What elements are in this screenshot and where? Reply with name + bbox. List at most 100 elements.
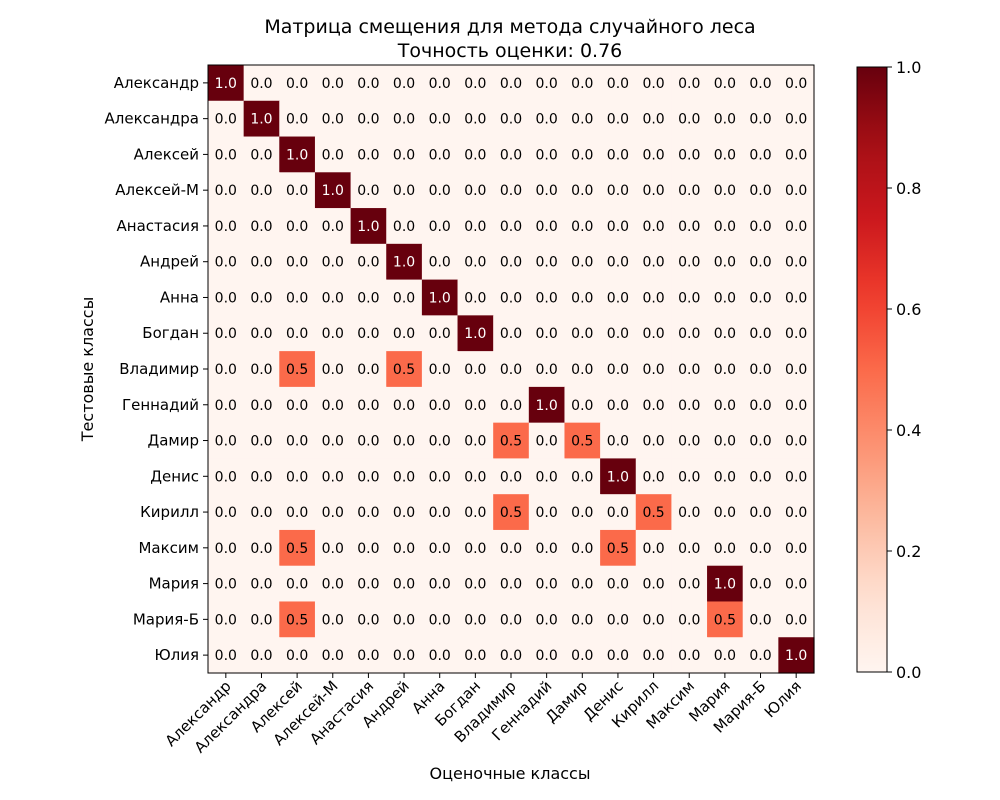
heatmap-cell [600,386,637,424]
heatmap-cell [243,386,280,424]
cell-value-label: 0.0 [607,255,629,271]
heatmap-cell [314,458,352,495]
cell-value-label: 0.0 [393,469,415,485]
heatmap-cell [350,100,387,138]
cell-value-label: 0.0 [322,612,344,628]
cell-value-label: 0.0 [678,219,700,235]
colorbar-tick-label: 0.2 [896,542,921,561]
cell-value-label: 0.0 [250,541,272,557]
cell-value-label: 0.0 [571,326,593,342]
cell-value-label: 0.0 [429,147,451,163]
cell-value-label: 0.0 [571,362,593,378]
y-axis: Александр Александра Алексей Алексей-М Анаст… [105,74,208,664]
heatmap-cell [600,208,637,245]
cell-value-label: 0.0 [429,76,451,92]
heatmap-cell [386,279,423,316]
heatmap-cell [208,172,245,209]
cell-value-label: 0.0 [536,577,558,593]
heatmap-cell [350,386,387,424]
heatmap-cell [778,601,815,638]
cell-value-label: 0.0 [250,76,272,92]
heatmap-cell [314,65,352,102]
cell-value-label: 0.0 [536,469,558,485]
cell-value-label: 0.5 [286,612,308,628]
colorbar-tick-label: 0.4 [896,421,921,440]
heatmap-cell [742,565,779,603]
heatmap-cell [742,601,779,638]
heatmap-cell [421,351,459,388]
heatmap-cell [778,529,815,567]
heatmap-cell [386,208,423,245]
cell-value-label: 0.0 [286,219,308,235]
heatmap-cell [208,100,245,138]
heatmap-cell [457,315,494,352]
cell-value-label: 0.0 [464,398,486,414]
heatmap-cell [421,279,459,316]
cell-value-label: 0.0 [785,112,807,128]
heatmap-cell [528,279,566,316]
heatmap-cell [528,351,566,388]
cell-value-label: 0.0 [749,290,771,306]
cell-value-label: 0.0 [322,434,344,450]
cell-value-label: 0.0 [642,290,664,306]
cell-value-label: 0.0 [571,112,593,128]
heatmap-cell [421,136,459,173]
heatmap-cell [457,494,494,531]
heatmap-cell [778,494,815,531]
colorbar: 0.0 0.2 0.4 0.6 0.8 1.0 [856,58,921,682]
heatmap-cell [208,637,245,674]
cell-value-label: 0.0 [286,398,308,414]
cell-value-label: 0.0 [607,577,629,593]
cell-value-label: 0.0 [714,362,736,378]
heatmap-cell [778,100,815,138]
heatmap-cell [208,243,245,281]
cell-value-label: 0.0 [464,112,486,128]
heatmap-cell [707,351,744,388]
cell-value-label: 0.0 [464,469,486,485]
cell-value-label: 0.0 [464,648,486,664]
heatmap-cell [208,458,245,495]
heatmap-cell [279,351,316,388]
cell-value-label: 0.0 [357,112,379,128]
cell-value-label: 0.0 [215,612,237,628]
heatmap-cell [778,315,815,352]
heatmap-cell [386,458,423,495]
cell-value-label: 0.0 [250,326,272,342]
cell-value-label: 0.0 [678,469,700,485]
heatmap-cell [742,243,779,281]
cell-value-label: 0.0 [286,648,308,664]
heatmap-cell [350,458,387,495]
cell-value-label: 0.0 [500,362,522,378]
cell-value-label: 0.0 [357,147,379,163]
heatmap-cell [208,422,245,460]
heatmap-cell [493,243,530,281]
cell-value-label: 0.0 [464,577,486,593]
heatmap-cell [350,243,387,281]
cell-value-label: 0.0 [749,76,771,92]
heatmap-cell [600,351,637,388]
cell-value-label: 0.0 [536,326,558,342]
y-tick-label: Денис [150,467,199,485]
cell-value-label: 0.0 [322,112,344,128]
x-tick-label: Юлия [761,677,805,721]
heatmap-cell [528,386,566,424]
cell-value-label: 0.0 [500,255,522,271]
cell-value-label: 1.0 [250,112,272,128]
heatmap-cell [493,601,530,638]
cell-value-label: 0.0 [250,362,272,378]
heatmap-cell [528,529,566,567]
heatmap-cell [457,279,494,316]
cell-value-label: 0.0 [464,290,486,306]
cell-value-label: 0.0 [607,434,629,450]
cell-value-label: 1.0 [357,219,379,235]
heatmap-cell [243,208,280,245]
cell-value-label: 0.0 [429,255,451,271]
heatmap-cell [386,494,423,531]
cell-value-label: 0.0 [500,577,522,593]
cell-value-label: 0.0 [536,147,558,163]
cell-value-label: 0.0 [785,541,807,557]
cell-value-label: 0.0 [785,290,807,306]
heatmap-cell [421,458,459,495]
cell-value-label: 0.0 [357,505,379,521]
cell-value-label: 0.0 [571,290,593,306]
